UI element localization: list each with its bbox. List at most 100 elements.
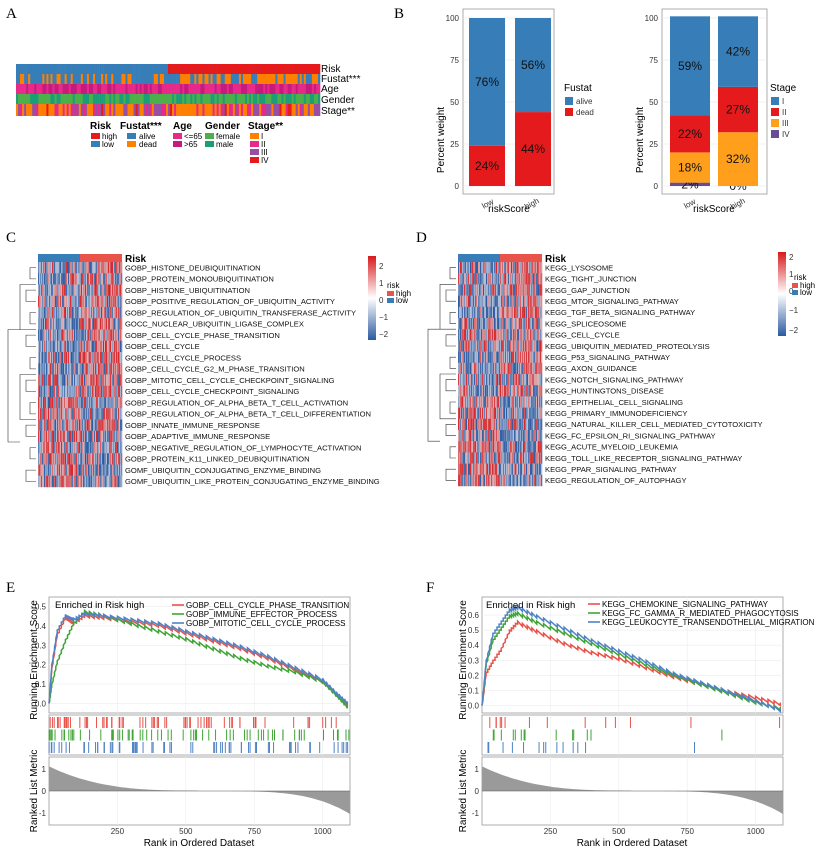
heat-cell: [119, 419, 121, 431]
heat-cell: [470, 262, 472, 274]
heat-cell: [53, 442, 55, 454]
heat-cell: [511, 262, 513, 274]
track-cell-risk: [153, 64, 157, 74]
heat-cell: [121, 453, 123, 465]
heat-cell: [109, 262, 111, 274]
heat-cell: [502, 430, 504, 442]
heat-cell: [112, 273, 114, 285]
heat-cell: [535, 351, 537, 363]
heat-cell: [458, 329, 460, 341]
heat-cell: [483, 374, 485, 386]
heat-cell: [526, 418, 528, 431]
heat-cell: [101, 397, 103, 409]
heat-cell: [41, 262, 43, 274]
heat-cell: [491, 407, 493, 419]
track-cell-risk: [34, 64, 37, 74]
heat-cell: [52, 363, 54, 375]
heat-cell: [488, 474, 490, 487]
heat-cell: [56, 408, 58, 420]
track-cell-age: [78, 84, 82, 94]
track-cell-risk: [230, 64, 234, 74]
heat-cell: [54, 475, 56, 488]
track-cell-risk: [113, 64, 116, 74]
heat-cell: [90, 464, 92, 476]
heat-cell: [525, 284, 527, 296]
track-cell-age: [196, 84, 199, 94]
ytick-label: 100: [446, 14, 460, 23]
heat-cell: [502, 407, 504, 419]
dendrogram-branch: [445, 289, 456, 302]
track-cell-fustat: [174, 74, 177, 84]
heat-cell: [39, 442, 41, 454]
track-cell-stage: [285, 104, 288, 116]
heat-cell: [121, 352, 123, 364]
ytick-label: 0.2: [35, 661, 47, 670]
heat-cell: [517, 295, 519, 307]
heat-cell: [64, 464, 66, 476]
heat-cell: [104, 340, 106, 353]
track-cell-risk: [139, 64, 142, 74]
heat-cell: [540, 452, 542, 464]
heat-cell: [77, 363, 79, 375]
heat-cell: [498, 385, 500, 397]
heat-cell: [89, 430, 91, 443]
heat-cell: [467, 273, 469, 285]
heat-cell: [517, 351, 519, 363]
heat-cell: [90, 475, 92, 488]
heat-cell: [51, 318, 53, 330]
heat-cell: [466, 463, 468, 475]
heat-cell: [120, 284, 122, 296]
heat-cell: [77, 340, 79, 353]
heat-cell: [68, 442, 70, 454]
heat-cell: [530, 396, 532, 408]
heat-cell: [528, 318, 530, 330]
heat-cell: [67, 352, 69, 364]
track-cell-gender: [170, 94, 173, 104]
track-cell-fustat: [212, 74, 215, 84]
track-cell-risk: [46, 64, 49, 74]
heat-cell: [515, 407, 517, 419]
dendrogram-branch: [25, 334, 36, 347]
heat-cell: [527, 362, 529, 375]
heat-cell: [60, 408, 62, 420]
heat-cell: [40, 295, 42, 308]
track-cell-risk: [214, 64, 217, 74]
heat-cell: [501, 362, 503, 375]
heat-cell: [526, 273, 528, 285]
heat-cell: [75, 442, 77, 454]
track-cell-fustat: [38, 74, 41, 84]
heat-cell: [470, 362, 472, 375]
heat-cell: [57, 374, 59, 386]
heat-cell: [501, 374, 503, 386]
heat-cell: [88, 352, 90, 364]
track-cell-fustat: [127, 74, 130, 84]
heat-cell: [531, 284, 533, 296]
track-cell-gender: [249, 94, 252, 104]
ytick-label: 0: [455, 182, 460, 191]
xtick-label: 250: [544, 827, 558, 836]
track-cell-fustat: [107, 74, 110, 84]
heat-cell: [41, 430, 43, 443]
heat-cell: [504, 362, 506, 375]
heatmap-row-label: KEGG_TIGHT_JUNCTION: [545, 275, 637, 284]
heat-cell: [465, 351, 467, 363]
heat-cell: [68, 475, 70, 488]
heat-cell: [120, 430, 122, 443]
heat-cell: [464, 430, 466, 442]
track-cell-age: [163, 84, 167, 94]
heat-cell: [103, 453, 105, 465]
heat-cell: [81, 475, 83, 488]
track-cell-stage: [139, 104, 142, 116]
heat-cell: [528, 418, 530, 431]
heat-cell: [481, 385, 483, 397]
heat-cell: [522, 385, 524, 397]
heat-cell: [63, 397, 65, 409]
heat-cell: [479, 284, 481, 296]
heat-cell: [469, 351, 471, 363]
heat-cell: [121, 329, 123, 341]
track-cell-risk: [32, 64, 35, 74]
heat-cell: [462, 418, 464, 431]
b2-legend-swatch-i: [771, 97, 779, 105]
heat-cell: [497, 474, 499, 487]
heat-cell: [532, 396, 534, 408]
